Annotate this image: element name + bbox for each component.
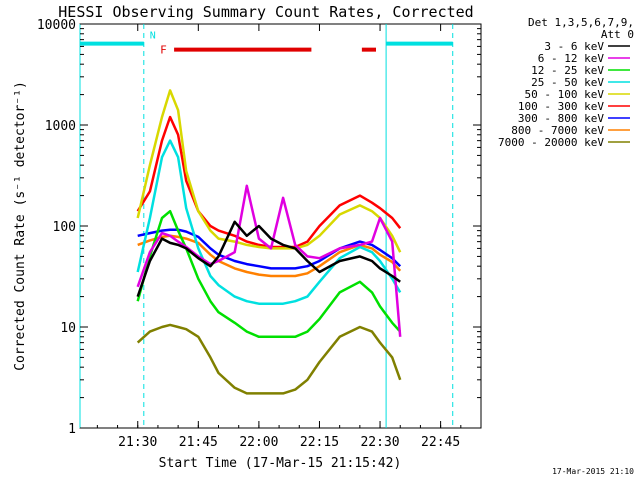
series-line-100-300-kev — [136, 115, 402, 249]
footer-timestamp: 17-Mar-2015 21:10 — [552, 467, 634, 476]
series-line-3-6-kev — [136, 220, 401, 298]
chart-title: HESSI Observing Summary Count Rates, Cor… — [58, 3, 473, 21]
legend-label-7000-20000-kev: 7000 - 20000 keV — [498, 136, 604, 149]
y-tick-label-10000: 10000 — [37, 18, 76, 33]
flare-label: F — [160, 44, 167, 57]
legend-label-300-800-kev: 300 - 800 keV — [518, 112, 604, 125]
legend-header-line-2: Att 0 — [601, 28, 634, 41]
x-axis: 21:30 21:45 22:00 22:15 22:30 22:45 — [96, 24, 482, 450]
x-tick-label-22-15: 22:15 — [300, 435, 339, 450]
night-label: N — [150, 31, 156, 42]
y-axis-label: Corrected Count Rate (s⁻¹ detector⁻¹) — [13, 81, 28, 371]
series-line-12-25-kev — [136, 209, 402, 339]
x-tick-label-21-45: 21:45 — [179, 435, 218, 450]
legend-label-12-25-kev: 12 - 25 keV — [531, 64, 604, 77]
legend-label-3-6-kev: 3 - 6 keV — [544, 40, 604, 53]
x-tick-label-21-30: 21:30 — [118, 435, 157, 450]
x-axis-label: Start Time (17-Mar-15 21:15:42) — [159, 456, 402, 471]
x-tick-label-22-30: 22:30 — [360, 435, 399, 450]
series-line-6-12-kev — [136, 184, 402, 337]
series-group — [136, 89, 402, 395]
series-line-7000-20000-kev — [136, 323, 402, 395]
plot-frame — [79, 23, 482, 429]
x-tick-label-22-45: 22:45 — [421, 435, 460, 450]
y-tick-label-100: 100 — [53, 220, 76, 235]
series-line-50-100-kev — [136, 89, 402, 253]
y-tick-label-1: 1 — [68, 422, 76, 437]
series-line-25-50-kev — [136, 139, 402, 305]
legend-label-50-100-kev: 50 - 100 keV — [525, 88, 605, 101]
legend-label-6-12-kev: 6 - 12 keV — [538, 52, 605, 65]
series-line-800-7000-kev — [137, 234, 402, 278]
x-tick-label-22-00: 22:00 — [239, 435, 278, 450]
legend-label-800-7000-kev: 800 - 7000 keV — [511, 124, 604, 137]
legend-label-100-300-kev: 100 - 300 keV — [518, 100, 604, 113]
y-tick-label-10: 10 — [60, 321, 76, 336]
y-axis: 1 10 100 1000 10000 — [37, 18, 481, 437]
y-tick-label-1000: 1000 — [45, 119, 76, 134]
legend-label-25-50-kev: 25 - 50 keV — [531, 76, 604, 89]
legend-header-line-1: Det 1,3,5,6,7,9, — [528, 16, 634, 29]
